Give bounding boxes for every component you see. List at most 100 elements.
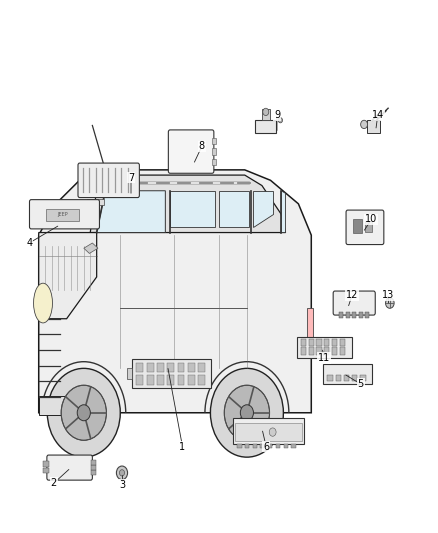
Bar (91, 470, 96, 475)
Bar (358, 312, 363, 318)
Bar (212, 138, 216, 144)
Bar (323, 364, 372, 384)
Text: 12: 12 (346, 290, 358, 300)
Bar (212, 149, 216, 155)
Text: 13: 13 (382, 290, 395, 300)
Bar (268, 443, 272, 448)
FancyBboxPatch shape (78, 163, 139, 198)
Bar (245, 443, 249, 448)
Bar (344, 375, 349, 382)
Bar (360, 375, 366, 382)
Bar (136, 363, 143, 372)
Bar (43, 462, 49, 466)
Bar (147, 363, 154, 372)
Circle shape (61, 385, 106, 440)
Polygon shape (97, 191, 166, 232)
Bar (352, 375, 357, 382)
Bar (307, 308, 314, 345)
Bar (339, 338, 345, 346)
FancyBboxPatch shape (29, 200, 99, 229)
Bar (324, 348, 329, 356)
Bar (336, 375, 341, 382)
Bar (91, 465, 96, 470)
Text: 8: 8 (199, 141, 205, 151)
Bar (253, 443, 257, 448)
Bar (127, 368, 132, 379)
FancyBboxPatch shape (168, 130, 214, 173)
Bar (147, 375, 154, 385)
Bar (339, 312, 343, 318)
Circle shape (210, 368, 283, 457)
Bar (87, 199, 104, 205)
Text: 14: 14 (372, 110, 384, 120)
Bar (198, 375, 205, 385)
Text: 5: 5 (357, 379, 364, 389)
Circle shape (77, 405, 90, 421)
Circle shape (263, 108, 269, 116)
Bar (301, 338, 306, 346)
Bar (365, 312, 369, 318)
Bar (332, 338, 337, 346)
Bar (233, 418, 304, 444)
FancyBboxPatch shape (47, 455, 92, 480)
FancyBboxPatch shape (346, 210, 384, 245)
Text: 3: 3 (120, 480, 125, 490)
Bar (346, 312, 350, 318)
Bar (316, 338, 321, 346)
Bar (91, 460, 96, 465)
Bar (136, 375, 143, 385)
Bar (297, 337, 352, 358)
Bar (352, 312, 357, 318)
Circle shape (385, 298, 394, 308)
Bar (324, 338, 329, 346)
Text: 6: 6 (263, 442, 269, 451)
Bar (367, 120, 380, 133)
Bar (177, 375, 184, 385)
Bar (353, 220, 362, 232)
Bar (291, 443, 296, 448)
Bar (177, 363, 184, 372)
Bar (188, 363, 195, 372)
Polygon shape (170, 191, 215, 228)
Bar (198, 363, 205, 372)
Bar (132, 359, 212, 388)
Bar (283, 443, 288, 448)
Text: 7: 7 (128, 173, 134, 183)
Bar (46, 209, 79, 221)
Text: 4: 4 (26, 238, 32, 248)
Bar (276, 443, 280, 448)
Bar (188, 375, 195, 385)
Bar (39, 395, 86, 415)
Bar (309, 338, 314, 346)
Text: 2: 2 (51, 478, 57, 488)
Polygon shape (219, 191, 249, 228)
Bar (332, 348, 337, 356)
Circle shape (47, 368, 120, 457)
FancyBboxPatch shape (333, 291, 375, 315)
Text: JEEP: JEEP (57, 212, 67, 217)
Circle shape (269, 428, 276, 436)
Polygon shape (39, 170, 311, 413)
Polygon shape (39, 232, 97, 319)
Bar (309, 348, 314, 356)
Polygon shape (281, 191, 286, 232)
Bar (157, 363, 164, 372)
Circle shape (224, 385, 269, 440)
Polygon shape (90, 175, 286, 232)
Bar (316, 348, 321, 356)
Polygon shape (253, 191, 272, 228)
Ellipse shape (34, 283, 53, 323)
Bar (255, 120, 276, 133)
Bar (157, 375, 164, 385)
Bar (262, 109, 270, 120)
Bar (237, 443, 241, 448)
Bar (301, 348, 306, 356)
Circle shape (120, 470, 124, 476)
Text: 10: 10 (365, 214, 378, 224)
Bar (327, 375, 333, 382)
Polygon shape (84, 243, 98, 254)
Circle shape (360, 120, 367, 128)
Bar (212, 159, 216, 165)
Circle shape (240, 405, 254, 421)
Text: 1: 1 (180, 442, 186, 451)
